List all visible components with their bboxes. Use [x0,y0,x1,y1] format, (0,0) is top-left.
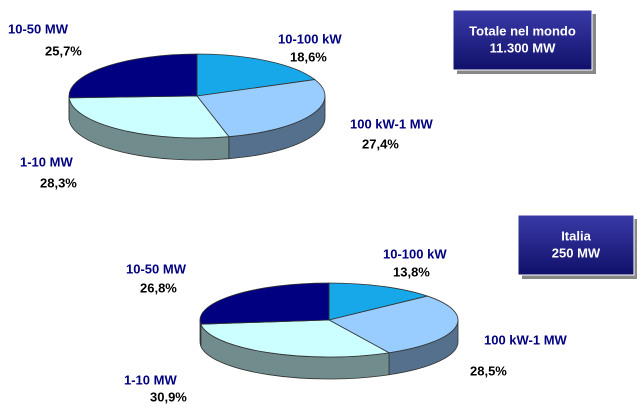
value-label: 26,8% [140,280,177,295]
slice [327,295,459,354]
chart-subtitle: 250 MW [552,245,601,260]
slice [328,282,429,321]
slice [196,79,326,138]
category-label: 1-10 MW [20,154,73,169]
value-label: 28,5% [470,363,507,378]
value-label: 30,9% [150,389,187,404]
category-label: 10-50 MW [126,261,187,276]
value-label: 13,8% [393,264,430,279]
category-label: 10-100 kW [383,246,447,261]
slice [68,53,198,99]
chart-title: Italia [561,228,591,243]
title-box [452,9,593,71]
title-box [517,214,635,276]
category-label: 10-100 kW [278,31,342,46]
chart-title: Totale nel mondo [469,23,576,38]
category-label: 1-10 MW [124,372,177,387]
category-label: 100 kW-1 MW [350,116,434,131]
chart-subtitle: 11.300 MW [490,40,556,55]
category-label: 10-50 MW [8,21,69,36]
value-label: 28,3% [40,175,77,190]
value-label: 18,6% [290,49,327,64]
value-label: 25,7% [45,43,82,58]
slice [199,282,330,325]
slice [68,95,230,139]
slice [196,53,316,97]
category-label: 100 kW-1 MW [484,332,568,347]
slice [200,319,391,358]
value-label: 27,4% [362,136,399,151]
